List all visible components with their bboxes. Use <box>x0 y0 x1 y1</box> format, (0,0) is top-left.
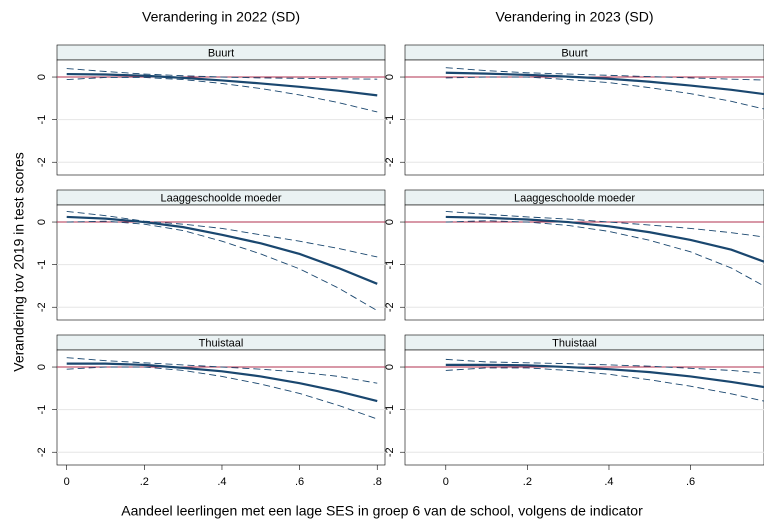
y-tick-label: -1 <box>36 115 48 125</box>
y-tick-label: 0 <box>384 219 396 225</box>
ci-line <box>66 77 378 113</box>
x-tick-label: .8 <box>373 476 382 488</box>
y-tick-label: -1 <box>36 405 48 415</box>
estimate-line <box>445 71 764 96</box>
column-title: Verandering in 2022 (SD) <box>142 9 300 25</box>
column-title: Verandering in 2023 (SD) <box>496 9 654 25</box>
estimate-line <box>445 215 764 263</box>
plot-area <box>404 59 764 176</box>
ci-line <box>66 68 378 80</box>
ci-line <box>445 220 764 287</box>
y-tick-label: 0 <box>36 74 48 80</box>
x-axis-label: Aandeel leerlingen met een lage SES in g… <box>121 503 643 519</box>
estimate-line <box>66 72 378 97</box>
panel-title: Buurt <box>561 47 587 59</box>
x-tick-label: .6 <box>295 476 304 488</box>
y-axis-label: Verandering tov 2019 in test scores <box>11 152 27 371</box>
estimate-line <box>445 363 764 389</box>
y-tick-label: -1 <box>384 260 396 270</box>
panel-title: Buurt <box>208 47 234 59</box>
y-tick-label: 0 <box>384 74 396 80</box>
x-tick-label: 0 <box>443 476 449 488</box>
y-tick-label: -2 <box>36 302 48 312</box>
y-tick-label: 0 <box>36 219 48 225</box>
x-tick-label: .4 <box>604 476 613 488</box>
y-tick-label: -1 <box>384 115 396 125</box>
y-tick-label: -1 <box>384 405 396 415</box>
y-tick-label: -2 <box>384 447 396 457</box>
y-tick-label: 0 <box>36 364 48 370</box>
panel-title: Laaggeschoolde moeder <box>160 192 281 204</box>
plot-area <box>56 59 386 176</box>
y-tick-label: -2 <box>36 157 48 167</box>
ci-line <box>66 220 378 312</box>
x-tick-label: 0 <box>64 476 70 488</box>
x-tick-label: .2 <box>140 476 149 488</box>
x-tick-label: .4 <box>217 476 226 488</box>
panel-title: Laaggeschoolde moeder <box>514 192 635 204</box>
x-tick-label: .2 <box>523 476 532 488</box>
y-tick-label: -2 <box>36 447 48 457</box>
panel-title: Thuistaal <box>199 337 244 349</box>
estimate-line <box>66 362 378 403</box>
plot-area <box>56 204 386 321</box>
y-tick-label: -2 <box>384 302 396 312</box>
ci-line <box>66 366 378 420</box>
y-tick-label: -1 <box>36 260 48 270</box>
y-tick-label: 0 <box>384 364 396 370</box>
estimate-line <box>66 215 378 285</box>
panel-title: Thuistaal <box>552 337 597 349</box>
y-tick-label: -2 <box>384 157 396 167</box>
x-tick-label: .6 <box>686 476 695 488</box>
ci-line <box>66 357 378 384</box>
ci-line <box>66 210 378 258</box>
plot-area <box>56 349 386 466</box>
